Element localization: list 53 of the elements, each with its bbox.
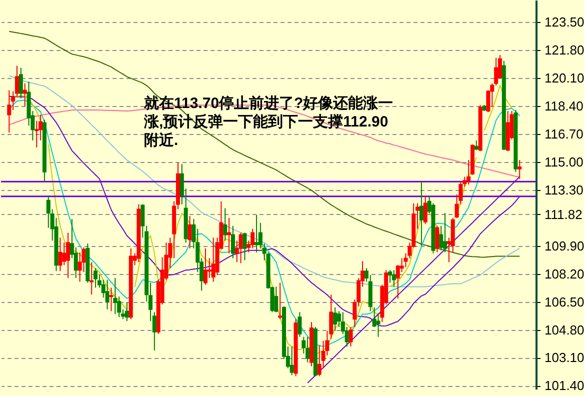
y-tick-label: 103.10	[544, 350, 584, 366]
candlestick	[113, 277, 118, 315]
candlestick	[254, 214, 259, 253]
candlestick	[211, 237, 216, 282]
candlestick	[278, 282, 282, 320]
candlestick	[105, 279, 110, 310]
candlestick	[22, 82, 27, 107]
candlestick	[290, 346, 294, 376]
candlestick	[238, 232, 243, 264]
line-series	[8, 30, 520, 258]
candlestick	[223, 208, 228, 242]
candlestick	[518, 160, 522, 180]
candlestick	[443, 212, 448, 253]
candlestick	[66, 232, 70, 278]
candlestick	[423, 196, 428, 224]
candlestick	[376, 314, 380, 338]
candlestick	[90, 262, 94, 296]
y-tick-label: 108.20	[544, 266, 584, 282]
candlestick	[333, 306, 338, 332]
candlestick	[230, 225, 235, 259]
candlestick	[94, 268, 98, 288]
y-tick-label: 123.50	[544, 14, 584, 30]
y-tick-label: 116.70	[544, 126, 584, 142]
y-tick-label: 109.90	[544, 238, 584, 254]
y-tick-label: 111.82	[544, 206, 582, 222]
y-tick-label: 106.50	[544, 294, 584, 310]
candlestick	[203, 248, 208, 286]
y-tick-label: 120.10	[544, 70, 584, 86]
y-tick-label: 101.40	[544, 378, 584, 394]
candlestick	[306, 336, 310, 363]
candlestick	[348, 326, 353, 348]
y-tick-label: 115.00	[544, 154, 584, 170]
candlestick	[18, 67, 23, 99]
candlestick	[78, 252, 82, 282]
candlestick	[474, 140, 478, 151]
candlestick	[419, 181, 424, 246]
y-tick-label: 118.40	[544, 98, 584, 114]
candlestick	[392, 270, 396, 288]
y-tick-label: 113.30	[544, 182, 584, 198]
candlestick	[388, 270, 392, 284]
candlestick	[124, 302, 129, 322]
candlestick	[7, 90, 12, 134]
candlestick	[274, 286, 278, 313]
candlestick	[298, 312, 302, 338]
candlestick	[227, 217, 232, 254]
y-tick-label: 121.80	[544, 42, 584, 58]
y-tick-label: 104.80	[544, 322, 584, 338]
candlestick	[109, 287, 114, 312]
candlestick	[242, 232, 247, 261]
candlestick	[58, 237, 62, 272]
candlestick	[435, 225, 440, 253]
candlestick	[250, 228, 255, 249]
candlestick	[317, 345, 322, 377]
